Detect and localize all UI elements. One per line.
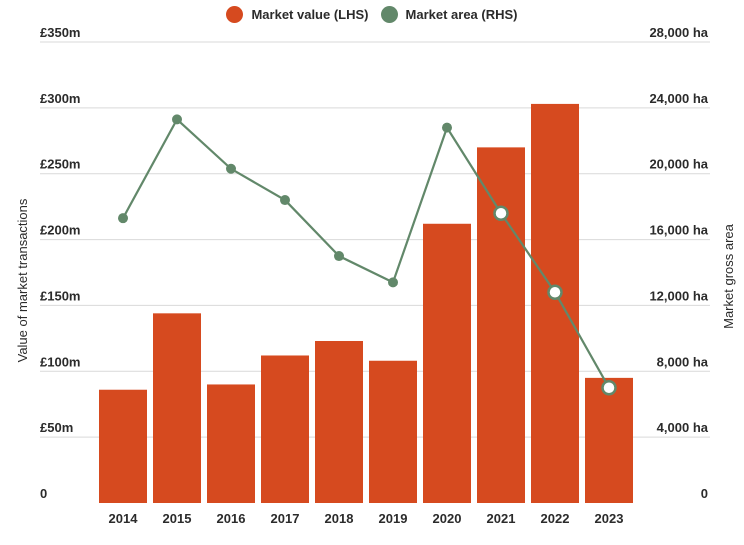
legend-label-market-value: Market value (LHS)	[251, 7, 369, 22]
y-tick-right: 0	[701, 486, 708, 501]
y-tick-right: 24,000 ha	[649, 91, 708, 106]
y-tick-left: £250m	[40, 157, 80, 172]
line-point	[547, 284, 563, 301]
x-tick-label: 2017	[271, 511, 300, 526]
bar	[261, 355, 309, 503]
x-tick-label: 2020	[433, 511, 462, 526]
line-point	[334, 251, 344, 262]
bar	[99, 389, 147, 503]
line-point	[280, 195, 290, 206]
y-tick-left: £350m	[40, 25, 80, 40]
legend-item-market-value: Market value (LHS)	[226, 6, 369, 23]
legend: Market value (LHS) Market area (RHS)	[0, 6, 744, 23]
y-tick-left: £200m	[40, 223, 80, 238]
x-tick-label: 2016	[217, 511, 246, 526]
y-tick-left: £100m	[40, 354, 80, 369]
y-tick-left: £50m	[40, 420, 73, 435]
bar	[585, 377, 633, 503]
bar	[477, 147, 525, 503]
line-point	[442, 122, 452, 133]
y-axis-title-right: Market gross area	[721, 223, 736, 329]
y-tick-left: 0	[40, 486, 47, 501]
y-tick-right: 20,000 ha	[649, 157, 708, 172]
legend-item-market-area: Market area (RHS)	[380, 6, 518, 23]
y-tick-left: £150m	[40, 288, 80, 303]
market-area-line	[122, 117, 610, 389]
market-value-swatch	[226, 6, 244, 23]
line-point	[388, 277, 398, 288]
x-tick-label: 2022	[541, 511, 570, 526]
line-point	[172, 114, 182, 125]
bar	[531, 103, 579, 504]
market-area-swatch	[380, 6, 398, 23]
bar	[369, 360, 417, 503]
line-point	[118, 213, 128, 224]
legend-label-market-area: Market area (RHS)	[405, 7, 518, 22]
y-tick-right: 16,000 ha	[649, 223, 708, 238]
y-tick-right: 12,000 ha	[649, 288, 708, 303]
x-tick-label: 2018	[325, 511, 354, 526]
y-tick-right: 4,000 ha	[657, 420, 709, 435]
line-point	[226, 163, 236, 174]
x-tick-label: 2015	[163, 511, 192, 526]
bar	[207, 384, 255, 503]
bar	[315, 340, 363, 503]
y-tick-left: £300m	[40, 91, 80, 106]
bar	[423, 223, 471, 503]
y-tick-right: 8,000 ha	[657, 354, 709, 369]
y-axis-title-left: Value of market transactions	[15, 198, 30, 362]
x-tick-label: 2014	[109, 511, 139, 526]
x-tick-label: 2019	[379, 511, 408, 526]
line-point	[493, 205, 509, 221]
x-tick-label: 2023	[595, 511, 624, 526]
y-tick-right: 28,000 ha	[649, 25, 708, 40]
line-point	[601, 380, 617, 396]
bar	[153, 313, 201, 503]
x-tick-label: 2021	[487, 511, 516, 526]
